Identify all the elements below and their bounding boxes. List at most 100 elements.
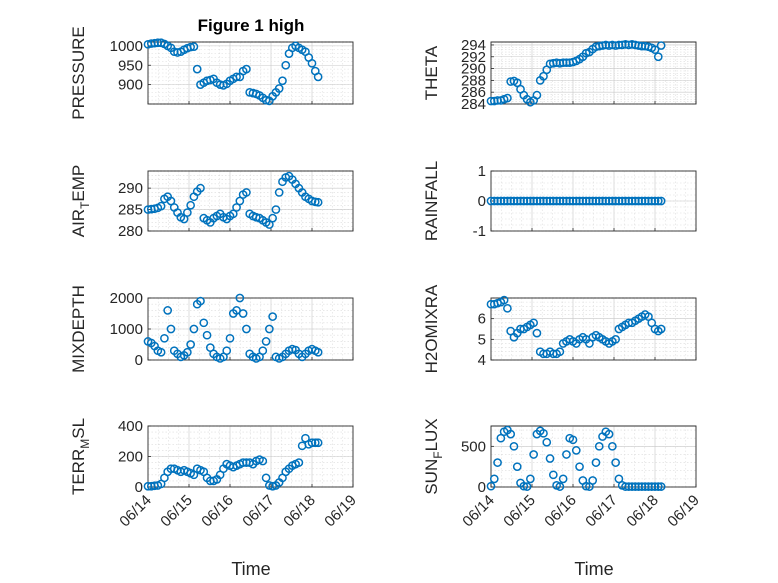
theta-y-tick-label: 284 — [461, 96, 486, 113]
pressure-data-point — [189, 42, 199, 52]
rainfall-y-tick-label: -1 — [473, 223, 486, 240]
rainfall-y-tick-label: 1 — [478, 163, 486, 180]
h2omixra-y-axis-label: H2OMIXRA — [422, 284, 441, 373]
pressure-y-tick-label: 950 — [118, 57, 143, 74]
terr-msl-data-point — [261, 473, 271, 483]
h2omixra-data-point — [656, 324, 666, 334]
mixdepth-data-point — [156, 347, 166, 357]
pressure-data-point — [232, 72, 241, 82]
x-tick-label: 06/17 — [582, 492, 621, 531]
sun-flux-data-point — [614, 474, 624, 484]
sun-flux-data-point — [575, 462, 584, 472]
theta-y-tick-label: 288 — [461, 72, 486, 89]
theta-data-point — [532, 90, 542, 100]
theta-data-point — [539, 71, 548, 81]
h2omixra-data-point — [499, 295, 509, 305]
mixdepth-data-point — [313, 347, 323, 357]
terr-msl-y-tick-label: 200 — [118, 449, 143, 466]
theta-data-point — [503, 93, 512, 103]
sun-flux-data-point — [509, 441, 519, 451]
x-axis-label-left: Time — [231, 559, 270, 579]
mixdepth-data-point — [189, 324, 199, 334]
air-temp-y-tick-label: 280 — [118, 223, 143, 240]
subplot-sun-flux: 06/14 06/15 06/16 06/17 06/18 06/19 0 500 SUNFLU… — [422, 418, 703, 530]
sun-flux-data-point — [529, 450, 538, 459]
theta-y-tick-label: 290 — [461, 61, 486, 78]
air-temp-data-point — [274, 188, 284, 197]
theta-y-tick-label: 286 — [461, 84, 486, 101]
terr-msl-data-point — [258, 456, 268, 466]
air-temp-data-point — [183, 208, 192, 217]
mixdepth-data-point — [160, 333, 169, 343]
subplot-mixdepth: 0 1000 2000 MIXDEPTH — [69, 285, 354, 373]
sun-flux-data-point — [588, 476, 598, 485]
mixdepth-y-tick-label: 2000 — [110, 290, 143, 307]
terr-msl-series — [143, 433, 323, 491]
x-tick-label: 06/18 — [280, 492, 319, 531]
pressure-y-tick-label: 1000 — [110, 38, 143, 55]
h2omixra-y-tick-label: 5 — [478, 331, 486, 348]
subplot-rainfall: -1 0 1 RAINFALL — [422, 161, 697, 241]
pressure-data-point — [278, 76, 287, 86]
sun-flux-data-point — [568, 435, 578, 445]
h2omixra-data-point — [611, 334, 620, 344]
sun-flux-data-point — [581, 481, 591, 491]
mixdepth-data-point — [222, 346, 232, 356]
sun-flux-data-point — [542, 437, 552, 447]
terr-msl-data-point — [294, 458, 304, 467]
mixdepth-data-point — [163, 306, 173, 315]
mixdepth-data-point — [238, 309, 248, 318]
rainfall-series — [486, 196, 666, 206]
mixdepth-data-point — [202, 330, 212, 340]
mixdepth-data-point — [186, 340, 195, 349]
sun-flux-data-point — [548, 470, 558, 480]
mixdepth-data-point — [261, 337, 271, 346]
mixdepth-data-point — [235, 293, 245, 303]
x-tick-label: 06/18 — [623, 492, 662, 531]
h2omixra-y-tick-label: 6 — [478, 311, 486, 328]
theta-data-point — [650, 45, 660, 55]
mixdepth-y-tick-label: 0 — [135, 352, 143, 369]
terr-msl-y-tick-label: 0 — [135, 479, 143, 496]
sun-flux-data-point — [653, 482, 663, 491]
sun-flux-data-point — [506, 429, 516, 439]
air-temp-data-point — [242, 188, 251, 197]
air-temp-y-axis-label: AIRTEMP — [69, 165, 92, 238]
rainfall-y-axis-label: RAINFALL — [422, 161, 441, 241]
rainfall-data-point — [656, 196, 666, 206]
subplot-air-temp: 280 285 290 AIRTEMP — [69, 165, 354, 240]
pressure-data-point — [186, 42, 195, 52]
subplot-terr-msl: 06/14 06/15 06/16 06/17 06/18 06/19 0 200 400 TER… — [69, 418, 360, 530]
subplot-pressure: 900 950 1000 PRESSURE — [69, 26, 354, 120]
air-temp-data-point — [196, 183, 205, 193]
terr-msl-y-tick-label: 400 — [118, 418, 143, 435]
air-temp-data-point — [156, 201, 166, 211]
x-tick-label: 06/15 — [157, 492, 196, 531]
air-temp-axes-box — [147, 170, 354, 232]
sun-flux-data-point — [608, 441, 617, 451]
theta-y-tick-label: 294 — [461, 37, 486, 54]
rainfall-data-point — [653, 196, 663, 206]
terr-msl-y-axis-label: TERRMSL — [69, 418, 92, 495]
air-temp-data-point — [313, 197, 323, 207]
rainfall-y-tick-label: 0 — [478, 193, 486, 210]
x-tick-label: 06/14 — [116, 492, 155, 531]
sun-flux-data-point — [558, 474, 568, 484]
x-tick-label: 06/19 — [664, 492, 703, 531]
sun-flux-data-point — [522, 482, 532, 491]
mixdepth-data-point — [196, 296, 205, 306]
mixdepth-data-point — [225, 333, 235, 343]
h2omixra-y-tick-label: 4 — [478, 352, 486, 369]
x-tick-label: 06/17 — [239, 492, 278, 531]
rainfall-data-point — [650, 196, 660, 206]
sun-flux-plot-area — [490, 425, 697, 488]
pressure-data-point — [313, 72, 323, 82]
sun-flux-data-point — [496, 433, 506, 443]
mixdepth-data-point — [183, 347, 192, 357]
theta-y-tick-label: 292 — [461, 49, 486, 66]
mixdepth-data-point — [199, 318, 209, 328]
mixdepth-series — [143, 293, 323, 363]
sun-flux-data-point — [526, 474, 535, 484]
